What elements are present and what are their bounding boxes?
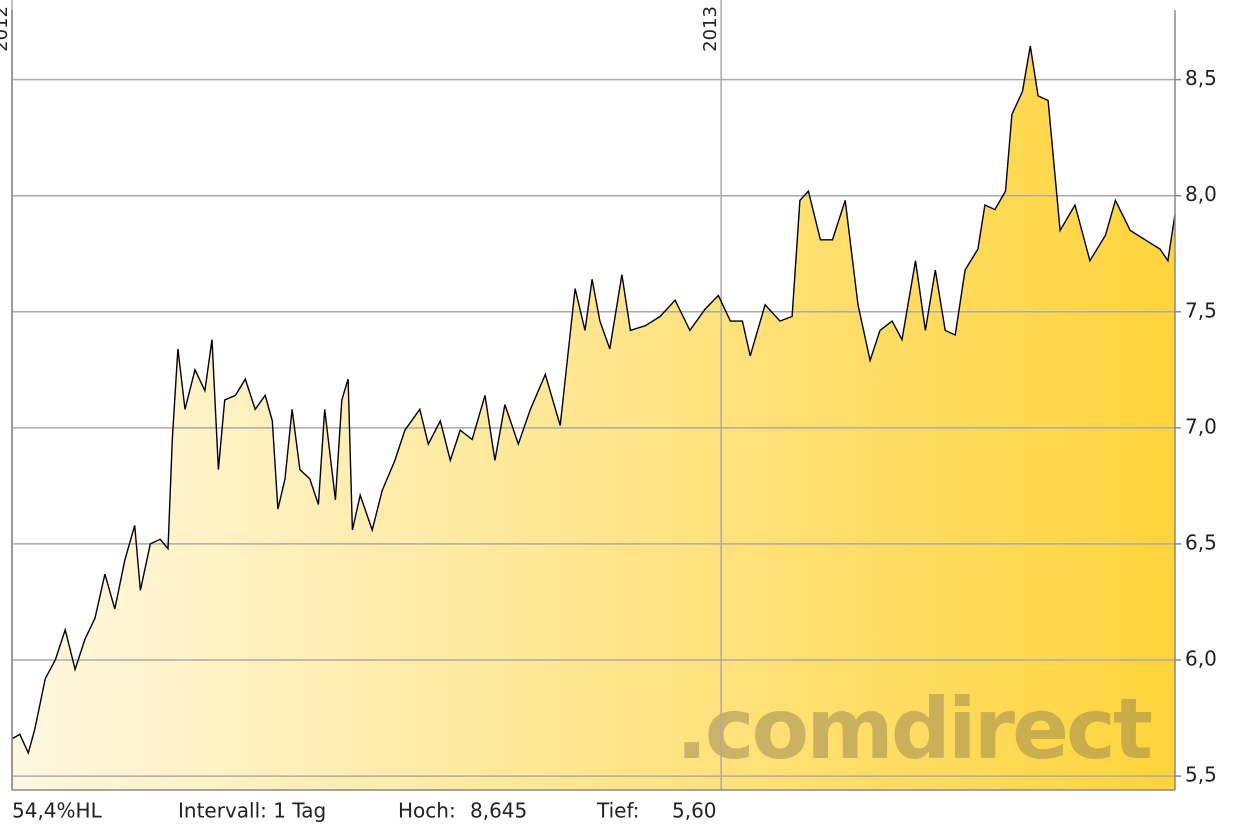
y-tick-label: 8,0 (1185, 182, 1217, 206)
y-tick-label: 6,5 (1185, 530, 1217, 554)
footer-text: Tief: (596, 799, 640, 823)
area (12, 46, 1175, 790)
footer-text: Intervall: 1 Tag (178, 799, 326, 823)
y-tick-label: 7,5 (1185, 298, 1217, 322)
footer-text: 5,60 (672, 799, 717, 823)
y-tick-label: 8,5 (1185, 66, 1217, 90)
y-tick-label: 6,0 (1185, 647, 1217, 671)
footer-text: 8,645 (470, 799, 527, 823)
x-tick-label: 2013 (700, 6, 721, 52)
y-tick-label: 7,0 (1185, 414, 1217, 438)
watermark: .comdirect (676, 680, 1152, 778)
y-tick-label: 5,5 (1185, 763, 1217, 787)
footer-text: 54,4%HL (12, 799, 103, 823)
x-tick-label: 2012 (0, 6, 12, 52)
footer-text: Hoch: (398, 799, 456, 823)
price-line (11, 45, 1176, 755)
